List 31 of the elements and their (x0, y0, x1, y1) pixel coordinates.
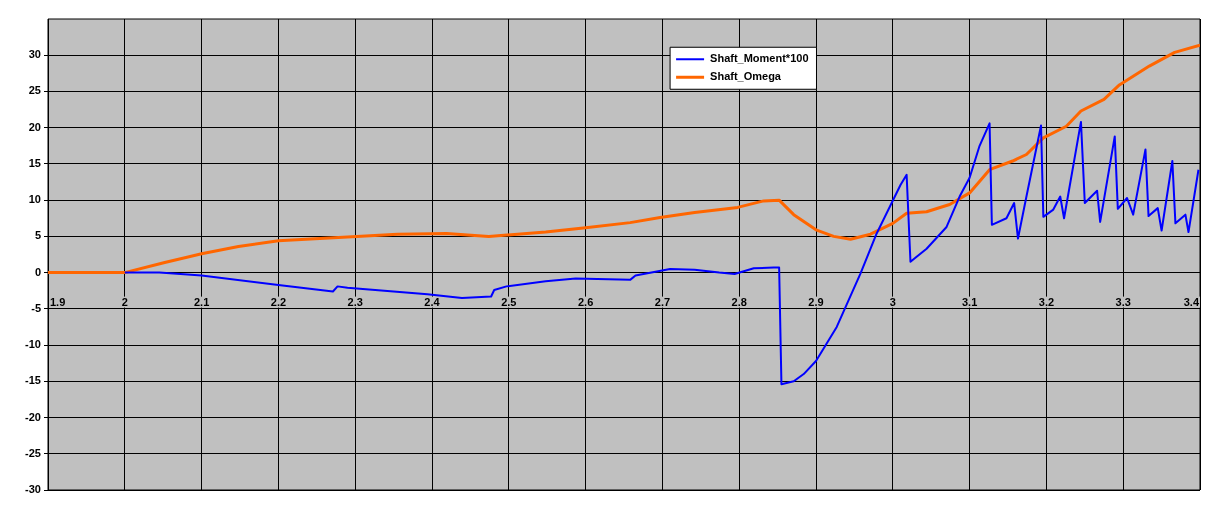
x-tick-label: 2 (121, 296, 128, 309)
y-tick-label: 15 (28, 156, 41, 169)
x-tick-label: 2.7 (654, 296, 671, 309)
x-tick-label: 2.9 (808, 296, 824, 309)
x-tick-label: 2.2 (270, 296, 287, 309)
x-tick-label: 2.8 (731, 296, 747, 309)
x-tick-label: 3.2 (1038, 296, 1055, 309)
y-tick-label: 20 (28, 120, 41, 133)
y-tick-label: -25 (25, 446, 41, 459)
y-tick-label: 10 (28, 193, 41, 206)
x-tick-label: 2.5 (501, 296, 517, 309)
y-tick-label: -10 (25, 338, 41, 351)
y-tick-label: 0 (34, 265, 41, 278)
x-tick-label: 3 (889, 296, 896, 309)
legend-label: Shaft_Moment*100 (710, 52, 809, 65)
y-tick-label: 30 (28, 48, 41, 61)
x-tick-label: 3.3 (1115, 296, 1131, 309)
x-tick-label: 2.4 (424, 296, 441, 309)
x-tick-label: 3.4 (1183, 296, 1200, 309)
x-tick-label: 2.6 (577, 296, 594, 309)
y-tick-label: 25 (28, 84, 41, 97)
x-tick-label: 2.1 (193, 296, 210, 309)
y-tick-label: -5 (31, 301, 41, 314)
y-tick-label: -30 (25, 483, 41, 496)
y-tick-label: -15 (25, 374, 41, 387)
x-tick-label: 2.3 (347, 296, 363, 309)
y-tick-label: 5 (34, 229, 41, 242)
legend-label: Shaft_Omega (710, 70, 782, 83)
x-tick-label: 3.1 (961, 296, 978, 309)
y-tick-label: -20 (25, 410, 41, 423)
x-tick-label: 1.9 (50, 296, 66, 309)
